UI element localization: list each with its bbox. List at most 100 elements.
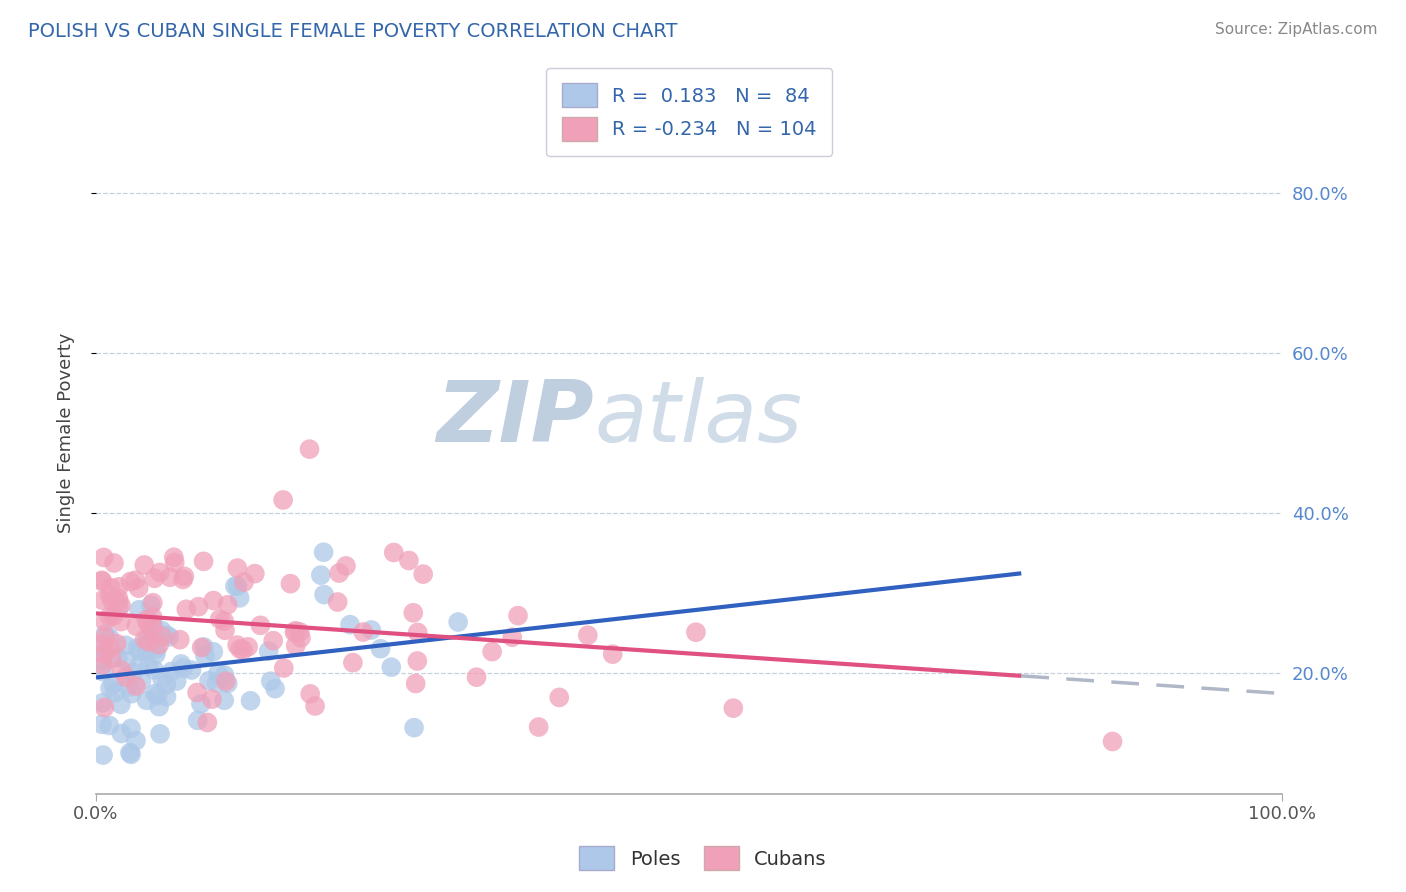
Point — [309, 568, 332, 582]
Point — [150, 624, 173, 638]
Point — [312, 545, 335, 559]
Point — [202, 645, 225, 659]
Point — [447, 615, 470, 629]
Point — [163, 550, 186, 565]
Point — [226, 561, 249, 575]
Point — [193, 640, 215, 654]
Point — [602, 647, 624, 661]
Point — [342, 656, 364, 670]
Y-axis label: Single Female Poverty: Single Female Poverty — [58, 333, 75, 533]
Point — [352, 625, 374, 640]
Point — [208, 612, 231, 626]
Point — [226, 579, 249, 593]
Point — [107, 595, 129, 609]
Point — [228, 591, 250, 605]
Point — [93, 550, 115, 565]
Point — [135, 613, 157, 627]
Point — [134, 558, 156, 572]
Legend: Poles, Cubans: Poles, Cubans — [571, 838, 835, 878]
Point — [118, 746, 141, 760]
Point — [150, 672, 173, 686]
Point — [110, 599, 132, 613]
Point — [98, 681, 121, 696]
Point — [104, 685, 127, 699]
Point — [404, 721, 426, 735]
Point — [142, 634, 165, 648]
Point — [243, 566, 266, 581]
Point — [138, 635, 160, 649]
Point — [91, 640, 114, 654]
Text: Source: ZipAtlas.com: Source: ZipAtlas.com — [1215, 22, 1378, 37]
Point — [160, 665, 183, 679]
Point — [180, 663, 202, 677]
Point — [115, 654, 138, 668]
Point — [145, 641, 167, 656]
Point — [91, 593, 114, 607]
Point — [148, 699, 170, 714]
Point — [100, 581, 122, 595]
Point — [150, 629, 173, 643]
Point — [131, 673, 153, 688]
Point — [149, 566, 172, 580]
Point — [129, 657, 152, 672]
Point — [166, 674, 188, 689]
Point — [135, 634, 157, 648]
Point — [271, 492, 294, 507]
Point — [142, 617, 165, 632]
Point — [176, 602, 198, 616]
Point — [121, 687, 143, 701]
Point — [314, 588, 336, 602]
Point — [163, 556, 186, 570]
Point — [141, 610, 163, 624]
Point — [142, 620, 165, 634]
Point — [1101, 734, 1123, 748]
Point — [149, 727, 172, 741]
Point — [262, 633, 284, 648]
Point — [232, 643, 254, 657]
Point — [284, 624, 307, 638]
Text: POLISH VS CUBAN SINGLE FEMALE POVERTY CORRELATION CHART: POLISH VS CUBAN SINGLE FEMALE POVERTY CO… — [28, 22, 678, 41]
Point — [103, 608, 125, 623]
Point — [723, 701, 745, 715]
Point — [187, 599, 209, 614]
Point — [138, 658, 160, 673]
Point — [398, 553, 420, 567]
Point — [129, 644, 152, 658]
Point — [406, 654, 429, 668]
Point — [136, 636, 159, 650]
Point — [128, 581, 150, 595]
Point — [406, 625, 429, 640]
Point — [110, 726, 132, 740]
Point — [229, 642, 252, 657]
Legend: R =  0.183   N =  84, R = -0.234   N = 104: R = 0.183 N = 84, R = -0.234 N = 104 — [546, 68, 832, 156]
Point — [98, 640, 121, 655]
Point — [249, 618, 271, 632]
Point — [91, 657, 114, 672]
Point — [190, 697, 212, 711]
Point — [257, 644, 280, 658]
Point — [298, 442, 321, 457]
Point — [107, 650, 129, 665]
Point — [284, 639, 307, 653]
Point — [93, 647, 115, 661]
Point — [288, 624, 311, 639]
Point — [501, 630, 523, 644]
Point — [172, 573, 194, 587]
Point — [114, 670, 136, 684]
Point — [214, 624, 236, 638]
Point — [232, 575, 254, 590]
Point — [190, 640, 212, 655]
Point — [273, 661, 295, 675]
Point — [202, 593, 225, 607]
Point — [159, 570, 181, 584]
Point — [135, 693, 157, 707]
Point — [169, 632, 191, 647]
Point — [326, 595, 349, 609]
Point — [142, 596, 165, 610]
Point — [100, 651, 122, 665]
Point — [98, 718, 121, 732]
Point — [576, 628, 599, 642]
Point — [506, 608, 529, 623]
Point — [120, 722, 142, 736]
Point — [110, 698, 132, 712]
